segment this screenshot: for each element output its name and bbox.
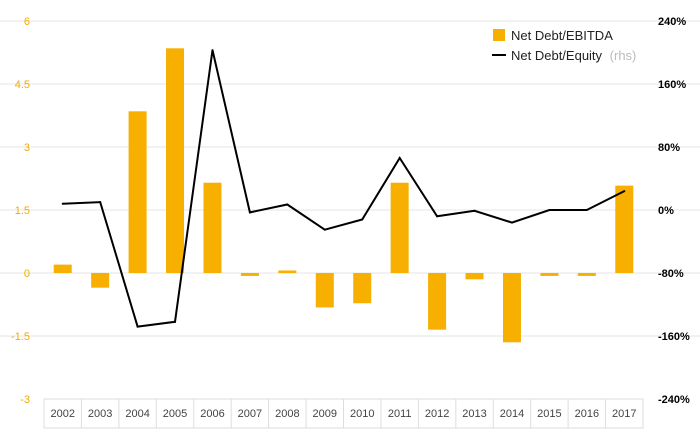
line-point bbox=[473, 209, 476, 212]
bar bbox=[166, 48, 185, 273]
line-point bbox=[510, 221, 513, 224]
legend-label-line: Net Debt/Equity bbox=[511, 48, 603, 63]
grid bbox=[0, 20, 700, 337]
bar bbox=[502, 273, 521, 343]
x-tick-label: 2004 bbox=[125, 408, 149, 420]
x-tick-label: 2002 bbox=[50, 408, 74, 420]
line-point bbox=[248, 211, 251, 214]
y-left-tick-label: 0 bbox=[24, 268, 30, 280]
bar bbox=[53, 264, 72, 273]
y-left-tick-label: 4.5 bbox=[15, 79, 30, 91]
line-point bbox=[398, 157, 401, 160]
y-left-tick-label: -3 bbox=[20, 394, 30, 406]
line-point bbox=[174, 320, 177, 323]
y-right-tick-label: 80% bbox=[658, 142, 680, 154]
bar bbox=[390, 182, 409, 273]
x-tick-label: 2003 bbox=[88, 408, 112, 420]
right-axis: 240% 160% 80% 0% -80% -160% -240% bbox=[658, 16, 690, 406]
line-point bbox=[136, 325, 139, 328]
y-right-tick-label: 240% bbox=[658, 16, 686, 28]
bar bbox=[465, 273, 484, 280]
bar bbox=[577, 273, 596, 276]
bar bbox=[615, 185, 634, 273]
y-right-tick-label: 160% bbox=[658, 79, 686, 91]
line-point bbox=[211, 49, 214, 52]
line-point bbox=[61, 202, 64, 205]
line-series bbox=[61, 49, 626, 328]
y-right-tick-label: -80% bbox=[658, 268, 684, 280]
legend: Net Debt/EBITDA Net Debt/Equity (rhs) bbox=[492, 28, 636, 63]
legend-swatch-bar bbox=[493, 29, 505, 41]
y-left-tick-label: 1.5 bbox=[15, 205, 30, 217]
line-point bbox=[361, 218, 364, 221]
x-tick-label: 2005 bbox=[163, 408, 187, 420]
x-tick-label: 2008 bbox=[275, 408, 299, 420]
x-tick-label: 2013 bbox=[462, 408, 486, 420]
legend-label-line-group: Net Debt/Equity (rhs) bbox=[511, 48, 636, 63]
y-left-tick-label: -1.5 bbox=[11, 331, 30, 343]
line-point bbox=[548, 209, 551, 211]
legend-label-line-note: (rhs) bbox=[610, 48, 637, 63]
y-right-tick-label: -240% bbox=[658, 394, 690, 406]
line-point bbox=[585, 209, 588, 211]
y-right-tick-label: 0% bbox=[658, 205, 674, 217]
x-tick-label: 2015 bbox=[537, 408, 561, 420]
x-tick-label: 2006 bbox=[200, 408, 224, 420]
bar bbox=[540, 273, 559, 276]
x-tick-label: 2016 bbox=[575, 408, 599, 420]
line-point bbox=[623, 190, 626, 193]
line-point bbox=[99, 201, 102, 204]
bar bbox=[91, 273, 110, 288]
x-tick-label: 2012 bbox=[425, 408, 449, 420]
left-axis: 6 4.5 3 1.5 0 -1.5 -3 bbox=[11, 16, 30, 406]
line-point bbox=[286, 203, 289, 206]
x-tick-label: 2009 bbox=[313, 408, 337, 420]
bar bbox=[315, 273, 334, 308]
line-point bbox=[323, 228, 326, 231]
bar bbox=[353, 273, 372, 304]
y-left-tick-label: 3 bbox=[24, 142, 30, 154]
line-point bbox=[436, 215, 439, 218]
bars-series bbox=[53, 48, 634, 343]
bar bbox=[278, 270, 297, 273]
y-right-tick-label: -160% bbox=[658, 331, 690, 343]
x-axis: 2002 2003 2004 2005 2006 2007 2008 2009 2010 2011… bbox=[43, 398, 644, 429]
bar bbox=[428, 273, 447, 330]
x-tick-label: 2007 bbox=[238, 408, 262, 420]
bar bbox=[128, 111, 147, 273]
bar bbox=[240, 273, 259, 276]
x-tick-label: 2010 bbox=[350, 408, 374, 420]
x-tick-label: 2017 bbox=[612, 408, 636, 420]
legend-label-bar: Net Debt/EBITDA bbox=[511, 28, 613, 43]
line-path bbox=[62, 49, 625, 328]
bar bbox=[203, 182, 222, 273]
x-tick-label: 2014 bbox=[500, 408, 524, 420]
x-tick-label: 2011 bbox=[388, 408, 412, 420]
y-left-tick-label: 6 bbox=[24, 16, 30, 28]
